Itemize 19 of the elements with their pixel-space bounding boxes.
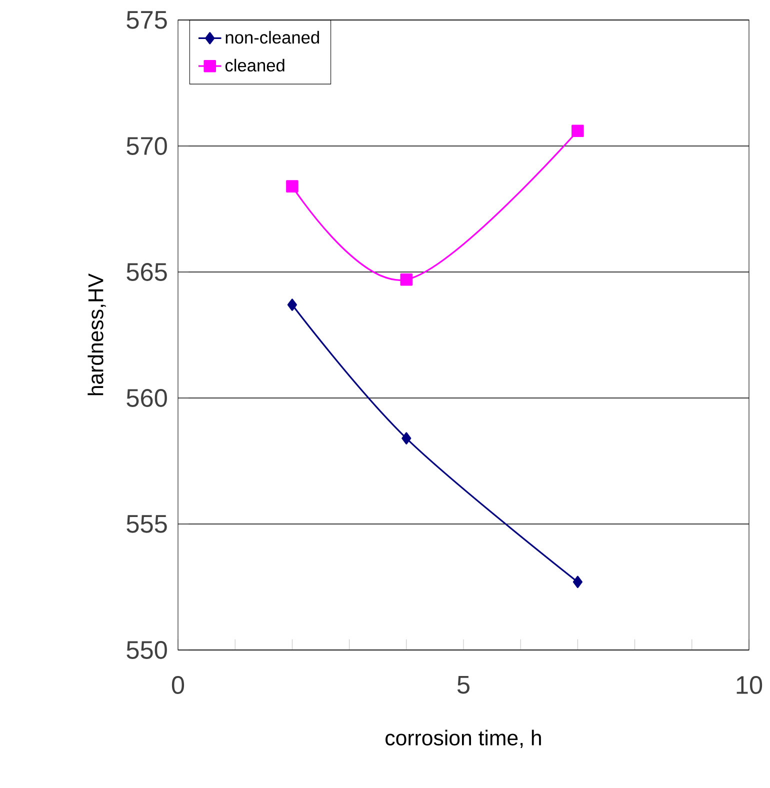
y-tick-label: 555 — [126, 515, 167, 533]
x-tick-label: 5 — [457, 676, 470, 694]
legend-label: cleaned — [225, 58, 284, 72]
y-tick-label: 575 — [126, 11, 167, 29]
point — [287, 298, 297, 311]
x-axis-title: corrosion time, h — [386, 730, 541, 748]
y-tick-label: 560 — [126, 389, 167, 407]
x-tick-label: 10 — [736, 676, 762, 694]
point — [572, 576, 582, 588]
y-tick-label: 550 — [126, 641, 167, 659]
y-tick-label: 565 — [126, 263, 167, 281]
point — [400, 273, 413, 286]
y-axis-title: hardness,HV — [88, 273, 106, 396]
y-tick-label: 570 — [126, 137, 167, 155]
point — [572, 124, 584, 138]
legend-label: non-cleaned — [226, 30, 319, 44]
point — [286, 180, 298, 192]
x-tick-label: 0 — [172, 676, 184, 694]
point — [402, 432, 412, 444]
